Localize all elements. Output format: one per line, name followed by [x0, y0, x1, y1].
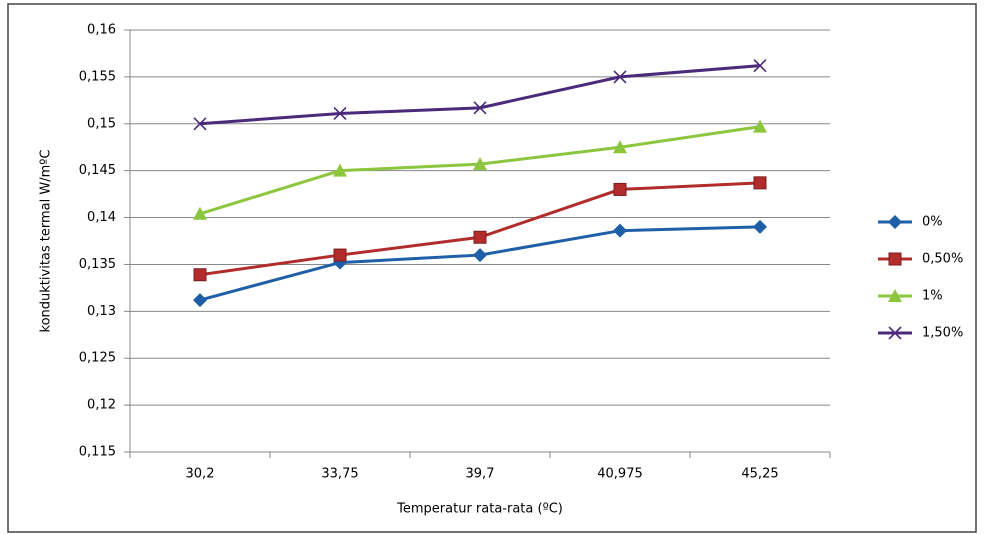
data-point [613, 70, 627, 84]
data-point [333, 255, 347, 270]
data-point [333, 106, 347, 121]
x-axis-label: Temperatur rata-rata (ºC) [396, 502, 563, 517]
x-tick-label: 45,25 [741, 467, 778, 482]
y-tick-label: 0,145 [79, 163, 116, 178]
legend-label: 1% [922, 289, 943, 304]
legend-marker [888, 289, 902, 302]
y-tick-label: 0,115 [79, 445, 116, 460]
legend-label: 1,50% [922, 326, 963, 341]
data-point [753, 59, 767, 73]
legend-marker [888, 252, 902, 266]
y-tick-label: 0,125 [79, 351, 116, 366]
data-point [333, 248, 347, 262]
data-point [473, 248, 487, 263]
data-point [473, 157, 487, 171]
y-tick-label: 0,12 [87, 398, 116, 413]
data-point [613, 140, 627, 154]
data-point [753, 176, 767, 190]
x-tick-label: 39,7 [466, 467, 495, 482]
y-tick-label: 0,13 [87, 304, 116, 319]
data-point [473, 230, 487, 244]
x-tick-label: 40,975 [597, 467, 643, 482]
data-point [613, 182, 627, 196]
y-axis-label: konduktivitas termal W/mºC [39, 150, 54, 333]
y-tick-label: 0,155 [79, 69, 116, 84]
y-tick-label: 0,16 [87, 23, 116, 38]
data-point [613, 223, 627, 238]
data-point [473, 101, 487, 115]
chart-frame [7, 3, 977, 533]
legend-marker [888, 326, 902, 340]
y-tick-label: 0,15 [87, 116, 116, 131]
data-point [193, 206, 207, 220]
data-point [193, 117, 207, 131]
y-tick-label: 0,135 [79, 257, 116, 272]
x-tick-label: 33,75 [321, 467, 358, 482]
legend-marker [888, 215, 902, 229]
data-point [753, 219, 767, 234]
x-tick-label: 30,2 [186, 467, 215, 482]
data-point [753, 119, 767, 133]
data-point [193, 268, 207, 282]
legend-label: 0,50% [922, 252, 963, 267]
y-tick-label: 0,14 [87, 210, 116, 225]
data-point [333, 163, 347, 177]
legend-label: 0% [922, 215, 943, 230]
data-point [193, 293, 207, 308]
